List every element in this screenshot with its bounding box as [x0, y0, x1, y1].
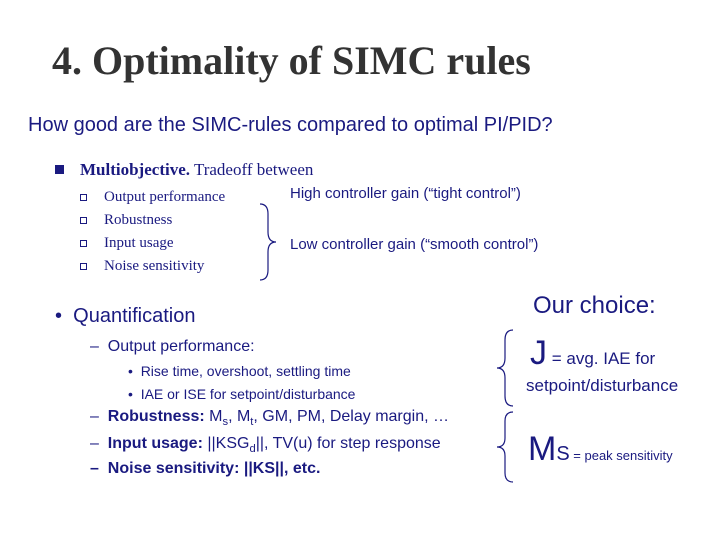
noise-sensitivity-text: ||KS||, etc.: [239, 460, 321, 477]
ms-main: M: [528, 430, 557, 468]
robustness-label: Robustness:: [107, 408, 205, 425]
quantification-heading: • Quantification: [55, 305, 195, 328]
left-brace-icon: [496, 329, 514, 407]
input-usage-ksg: ||KSG: [202, 435, 250, 452]
j-criterion: J = avg. IAE for: [530, 334, 655, 373]
hollow-square-icon: [80, 217, 87, 224]
input-usage-sub: d: [249, 443, 256, 456]
dot-bullet-icon: •: [128, 363, 133, 379]
j-symbol: J: [530, 334, 547, 372]
square-bullet-icon: [55, 165, 64, 174]
robustness-mt-sub: t: [250, 416, 254, 429]
dot-bullet-icon: •: [55, 305, 63, 327]
output-sub-item: • IAE or ISE for setpoint/disturbance: [128, 386, 355, 402]
output-performance-item: – Output performance:: [90, 338, 255, 356]
left-brace-icon: [496, 411, 514, 483]
dot-bullet-icon: •: [128, 386, 133, 402]
multiobjective-bold: Multiobjective.: [80, 160, 190, 179]
objective-item: Input usage: [104, 235, 174, 251]
output-sub-item: • Rise time, overshoot, settling time: [128, 363, 351, 379]
slide-title: 4. Optimality of SIMC rules: [52, 38, 531, 83]
input-usage-rest: ||, TV(u) for step response: [255, 435, 441, 452]
j-text: = avg. IAE for: [547, 349, 656, 368]
input-usage-label: Input usage:: [107, 435, 203, 452]
dash-icon: –: [90, 460, 99, 477]
objective-item: Robustness: [104, 212, 173, 228]
multiobjective-heading: Multiobjective. Tradeoff between: [80, 160, 313, 180]
dash-icon: –: [90, 408, 99, 425]
objective-item: Noise sensitivity: [104, 258, 205, 274]
robustness-ms-sub: s: [222, 416, 229, 429]
slide-question: How good are the SIMC-rules compared to …: [28, 114, 553, 136]
noise-sensitivity-item: – Noise sensitivity: ||KS||, etc.: [90, 460, 320, 478]
output-sub-text: Rise time, overshoot, settling time: [140, 363, 351, 379]
quantification-label: Quantification: [73, 305, 196, 327]
hollow-square-icon: [80, 263, 87, 270]
our-choice-heading: Our choice:: [533, 292, 656, 319]
multiobjective-rest: Tradeoff between: [190, 160, 314, 179]
noise-sensitivity-label: Noise sensitivity:: [107, 460, 240, 477]
dash-icon: –: [90, 338, 99, 355]
hollow-square-icon: [80, 240, 87, 247]
robustness-ms: M: [204, 408, 223, 425]
hollow-square-icon: [80, 194, 87, 201]
output-sub-text: IAE or ISE for setpoint/disturbance: [140, 386, 356, 402]
robustness-rest: , GM, PM, Delay margin, …: [253, 408, 449, 425]
dash-icon: –: [90, 435, 99, 452]
ms-sub: S: [556, 443, 570, 465]
right-brace-icon: [259, 203, 277, 281]
high-gain-label: High controller gain (“tight control”): [290, 185, 521, 202]
low-gain-label: Low controller gain (“smooth control”): [290, 236, 539, 253]
robustness-mt: , M: [228, 408, 251, 425]
output-performance-label: Output performance:: [107, 338, 255, 355]
j-text-second-line: setpoint/disturbance: [526, 376, 679, 395]
objective-item: Output performance: [104, 189, 226, 205]
input-usage-item: – Input usage: ||KSGd||, TV(u) for step …: [90, 435, 441, 455]
robustness-item: – Robustness: Ms, Mt, GM, PM, Delay marg…: [90, 408, 449, 428]
ms-criterion: MS = peak sensitivity: [528, 430, 673, 469]
ms-text: = peak sensitivity: [569, 448, 673, 463]
